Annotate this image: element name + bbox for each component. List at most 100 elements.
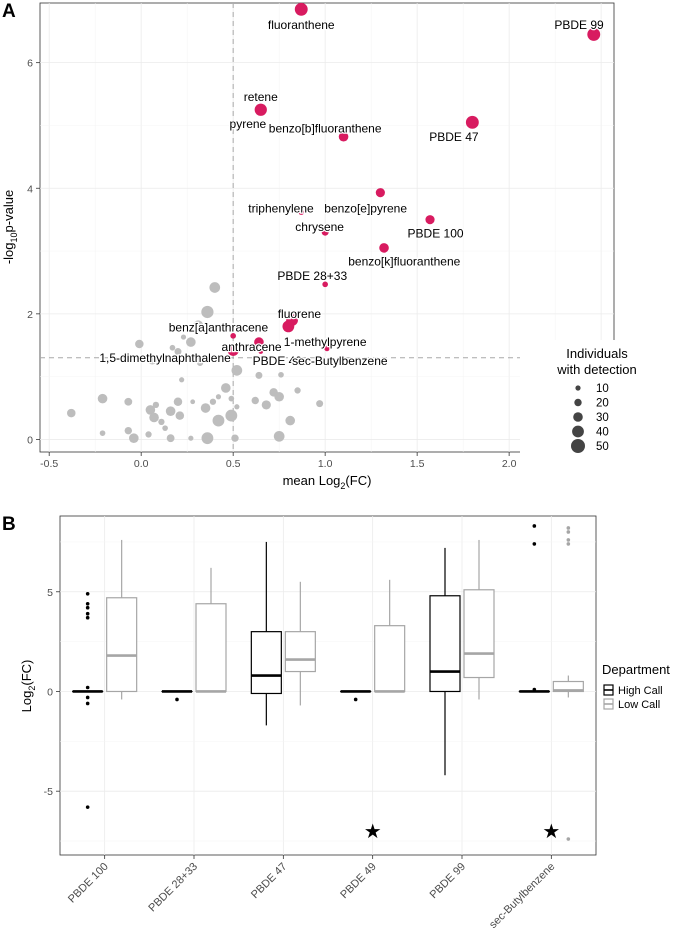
panel-a-grey-point (234, 404, 240, 410)
panel-b-y-ticks: -5 0 5 (44, 587, 60, 798)
panel-a-x-tick-label: 1.0 (318, 458, 333, 470)
panel-a-y-ticks: 0 2 4 6 (27, 58, 40, 446)
panel-b-outlier (85, 701, 90, 706)
panel-a-grey-point (124, 397, 133, 406)
panel-b-label: B (2, 514, 16, 535)
panel-a-highlight-point (425, 215, 435, 225)
panel-a-legend-key (572, 425, 584, 438)
panel-a-grey-point (228, 395, 235, 402)
panel-a-grey-point (274, 391, 284, 402)
panel-a-highlight-point (465, 115, 479, 129)
panel-a-point-label: PBDE 28+33 (277, 269, 347, 283)
panel-a-legend: Individuals with detection 10 20 30 40 50 (520, 340, 660, 475)
panel-b-outlier (532, 524, 537, 528)
panel-a-x-tick-label: 1.5 (410, 458, 425, 470)
panel-b-y-tick-label: -5 (44, 786, 53, 798)
panel-a-grey-point (209, 398, 217, 405)
panel-b-box-body (250, 631, 282, 695)
panel-a-point-label: anthracene (222, 340, 282, 354)
panel-a-grey-point (261, 400, 271, 410)
panel-b-legend-entry: Low Call (603, 698, 660, 711)
panel-a-grey-point (145, 405, 156, 415)
panel-a-highlight-point (587, 27, 601, 41)
panel-b-outlier (566, 542, 571, 546)
panel-a-grey-point (166, 434, 175, 443)
panel-a-x-tick-label: 2.0 (502, 458, 517, 470)
panel-b-box-body (195, 603, 227, 693)
panel-a-legend-label: 40 (596, 427, 609, 439)
panel-b-x-tick-label: PBDE 28+33 (146, 861, 200, 915)
panel-b-box (429, 547, 461, 776)
panel-a-grey-point (165, 406, 176, 416)
panel-a-grey-point (179, 377, 185, 383)
panel-a-point-label: fluorene (278, 307, 322, 321)
panel-b-box-body (284, 631, 316, 673)
panel-a-point-label: PBDE 47 (429, 130, 479, 144)
panel-a-grey-point (209, 282, 221, 293)
panel-b-outlier (175, 697, 179, 702)
panel-b-outlier (566, 530, 571, 534)
panel-a-highlight-point (254, 337, 264, 347)
panel-a-legend-label: 20 (596, 398, 609, 410)
panel-a-highlight-point (338, 131, 349, 142)
panel-a-grey-point (255, 371, 263, 379)
panel-a-legend-key (575, 385, 581, 391)
panel-a-point-label: PBDE 49 (253, 354, 303, 368)
panel-b-x-tick-label: PBDE 47 (249, 861, 289, 901)
panel-b-outlier (85, 615, 90, 620)
panel-a-grey-point (193, 355, 199, 361)
panel-a-grey-point (174, 348, 182, 356)
panel-b-box (106, 539, 138, 700)
panel-a-x-tick-label: 0.0 (134, 458, 149, 470)
panel-a-point-label: PBDE 99 (554, 18, 604, 32)
panel-a-label: A (2, 1, 16, 22)
panel-a-legend-label: 10 (596, 383, 609, 395)
panel-b-outlier (566, 837, 571, 841)
panel-b-plot-area (59, 515, 597, 856)
panel-b-significance-markers: ★ ★ (364, 821, 561, 843)
panel-b-outlier (85, 695, 90, 700)
panel-b-box-body (429, 595, 461, 693)
panel-a-point-label: 1-methylpyrene (284, 335, 367, 349)
panel-a: A fluoranthene PBDE 99 retene pyrene benzo[b… (1, 1, 660, 491)
panel-a-highlight-point (298, 209, 305, 215)
panel-a-legend-bg (520, 340, 660, 475)
panel-a-plot-area (39, 2, 615, 453)
panel-a-grey-point (273, 430, 285, 442)
panel-a-y-tick-label: 4 (27, 183, 33, 195)
panel-a-legend-key (574, 398, 582, 407)
panel-b-box (72, 591, 104, 809)
panel-a-point-label: benzo[k]fluoranthene (348, 255, 460, 269)
panel-a-x-tick-label: -0.5 (40, 458, 58, 470)
panel-a-grey-point (149, 412, 159, 423)
panel-a-grey-point (129, 433, 139, 443)
panel-b-y-tick-label: 0 (47, 686, 53, 698)
panel-a-grey-point (152, 401, 160, 409)
panel-a-legend-title-1: Individuals (566, 346, 628, 361)
panel-a-grey-point (316, 400, 324, 408)
panel-a-grey-point (221, 383, 231, 393)
panel-b-outlier (85, 611, 90, 616)
panel-a-x-tick-label: 0.5 (226, 458, 241, 470)
panel-a-point-label: benz[a]anthracene (169, 321, 269, 335)
panel-a-grey-point (180, 334, 187, 340)
panel-b-outlier (532, 542, 537, 546)
panel-b-outlier (353, 697, 358, 702)
panel-a-point-label: pyrene (230, 117, 267, 131)
panel-a-grey-point (124, 426, 133, 435)
panel-a-highlight-point (230, 333, 236, 339)
panel-a-legend-label: 50 (596, 441, 609, 453)
panel-a-legend-entries: 10 20 30 40 50 (571, 383, 609, 453)
panel-b-x-tick-label: PBDE 49 (338, 861, 378, 901)
panel-a-highlight-point (321, 228, 329, 236)
panel-b-x-ticks: PBDE 100 PBDE 28+33 PBDE 47 PBDE 49 PBDE 99 s… (66, 855, 557, 931)
panel-a-point-labels: fluoranthene PBDE 99 retene pyrene benzo[b]f… (98, 17, 605, 369)
panel-b-box (340, 690, 372, 702)
panel-b-box-body (106, 597, 138, 693)
panel-a-grey-point (97, 393, 108, 404)
panel-b: B ★ ★ PBDE 100 PBDE 28+33 PBDE 47 PBDE 49 PBD… (2, 514, 670, 931)
panel-a-point-label: benzo[b]fluoranthene (269, 122, 382, 136)
panel-a-point-label: chrysene (295, 220, 344, 234)
panel-b-y-axis-title: Log2(FC) (19, 660, 37, 713)
